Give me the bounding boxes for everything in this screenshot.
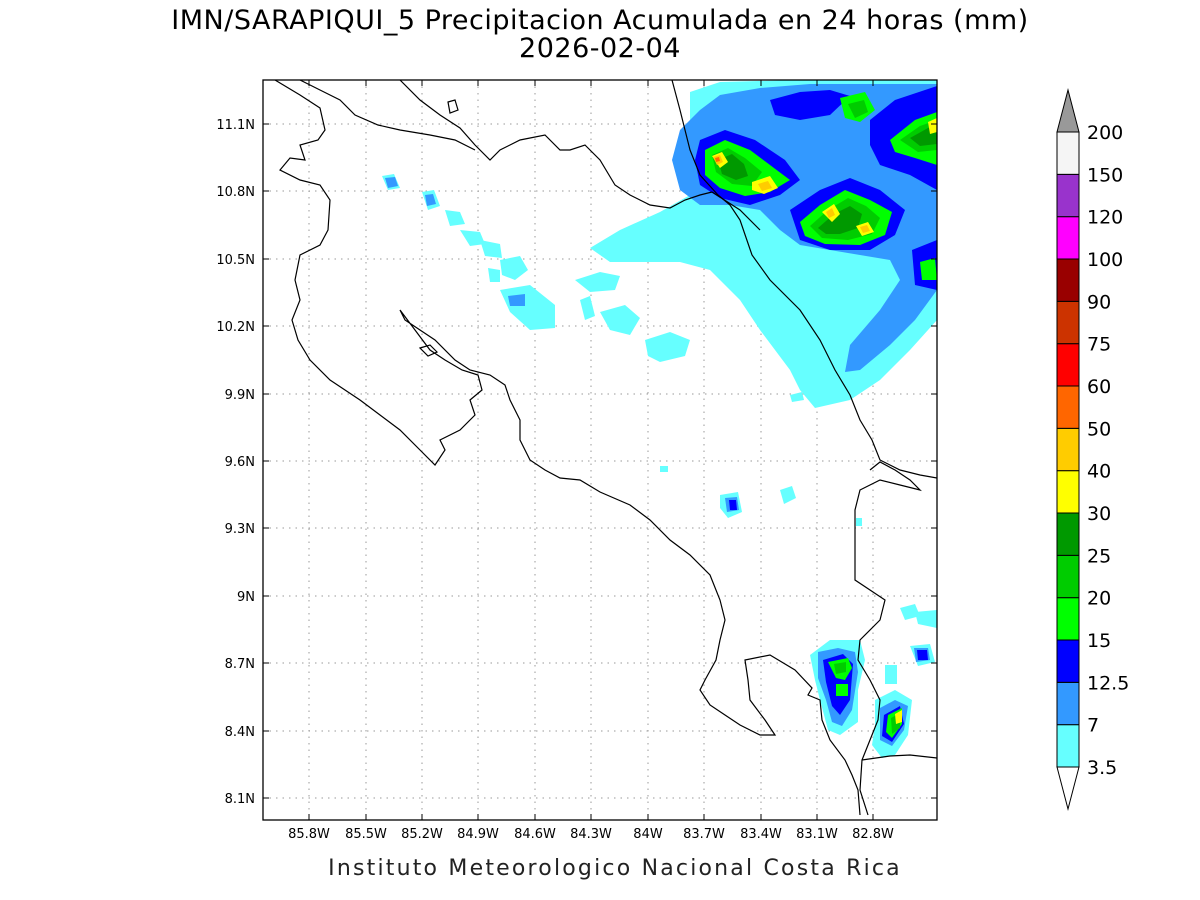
colorbar-segment xyxy=(1056,512,1080,556)
x-tick-label: 83.4W xyxy=(740,827,782,842)
colorbar-label: 20 xyxy=(1087,588,1111,610)
y-tick-label: 8.7N xyxy=(225,657,255,672)
colorbar-label: 3.5 xyxy=(1087,757,1117,779)
x-tick-label: 85.8W xyxy=(288,827,330,842)
x-tick-label: 84.9W xyxy=(457,827,499,842)
colorbar-label: 100 xyxy=(1087,249,1123,271)
colorbar-segment xyxy=(1056,597,1080,641)
colorbar-segment xyxy=(1056,681,1080,726)
colorbar-top-arrow xyxy=(1056,88,1080,133)
x-tick-label: 84.6W xyxy=(514,827,556,842)
colorbar-bottom-arrow xyxy=(1056,766,1080,811)
x-tick-label: 83.1W xyxy=(796,827,838,842)
colorbar-segment xyxy=(1056,216,1080,260)
y-tick-label: 10.8N xyxy=(216,185,255,200)
coastlines xyxy=(274,80,937,816)
colorbar-label: 150 xyxy=(1087,164,1123,186)
x-tick-label: 84.3W xyxy=(570,827,612,842)
y-tick-label: 9.9N xyxy=(225,388,255,403)
colorbar-label: 60 xyxy=(1087,376,1111,398)
map-date: 2026-02-04 xyxy=(519,33,681,64)
colorbar-segment xyxy=(1056,131,1080,175)
colorbar-segment xyxy=(1056,300,1080,345)
colorbar-segment xyxy=(1056,385,1080,429)
colorbar-label: 90 xyxy=(1087,291,1111,313)
y-tick-label: 9.3N xyxy=(225,522,255,537)
y-tick-label: 8.1N xyxy=(225,792,255,807)
colorbar-label: 25 xyxy=(1087,545,1111,567)
colorbar-label: 75 xyxy=(1087,334,1111,356)
precip-area-40mm xyxy=(713,155,870,233)
colorbar-segment xyxy=(1056,258,1080,302)
footer-credit: Instituto Meteorologico Nacional Costa R… xyxy=(328,856,902,881)
colorbar-label: 120 xyxy=(1087,207,1123,229)
x-tick-label: 85.5W xyxy=(345,827,387,842)
x-tick-label: 85.2W xyxy=(401,827,443,842)
longitude-axis: 85.8W 85.5W 85.2W 84.9W 84.6W 84.3W 84W 83.7W 83… xyxy=(288,80,894,842)
x-tick-label: 83.7W xyxy=(683,827,725,842)
y-tick-label: 10.5N xyxy=(216,253,255,268)
colorbar-label: 15 xyxy=(1087,630,1111,652)
y-tick-label: 11.1N xyxy=(216,118,255,133)
y-tick-label: 9.6N xyxy=(225,455,255,470)
colorbar-segment xyxy=(1056,173,1080,218)
colorbar-segment xyxy=(1056,639,1080,683)
colorbar-segment xyxy=(1056,343,1080,387)
latitude-axis: 11.1N 10.8N 10.5N 10.2N 9.9N 9.6N 9.3N 9N 8.7N 8.… xyxy=(216,118,937,807)
colorbar-label: 12.5 xyxy=(1087,672,1129,694)
colorbar-segment xyxy=(1056,724,1080,768)
map-frame xyxy=(262,79,938,821)
x-tick-label: 82.8W xyxy=(852,827,894,842)
colorbar-segment xyxy=(1056,470,1080,514)
x-tick-label: 84W xyxy=(633,827,663,842)
colorbar-segment xyxy=(1056,427,1080,472)
colorbar-label: 7 xyxy=(1087,715,1099,737)
colorbar-label: 200 xyxy=(1087,122,1123,144)
map-title: IMN/SARAPIQUI_5 Precipitacion Acumulada … xyxy=(171,5,1029,36)
colorbar-label: 40 xyxy=(1087,461,1111,483)
colorbar-label: 30 xyxy=(1087,503,1111,525)
precip-area-50mm xyxy=(715,157,720,162)
colorbar-label: 50 xyxy=(1087,418,1111,440)
colorbar: 3.5 7 12.5 15 20 25 30 40 50 60 75 90 100 120 150 200 xyxy=(1056,88,1129,811)
colorbar-segment xyxy=(1056,554,1080,599)
y-tick-label: 10.2N xyxy=(216,320,255,335)
y-tick-label: 8.4N xyxy=(225,725,255,740)
precipitation-field xyxy=(382,80,937,758)
y-tick-label: 9N xyxy=(237,590,255,605)
